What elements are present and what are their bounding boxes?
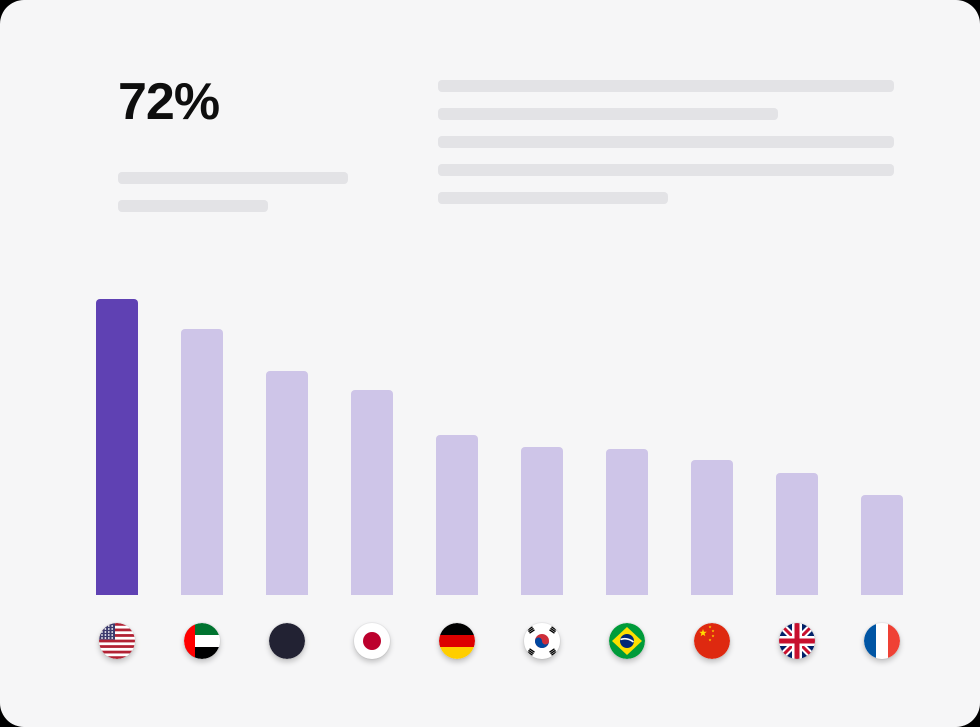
bar-de [436,435,478,595]
bar-ae [181,329,223,595]
country-bar-chart [96,299,910,659]
skeleton-line [438,80,894,92]
skeleton-line [118,200,268,212]
flag-fr-icon [861,623,903,659]
header-area: 72% [0,76,980,220]
bar-fr [861,495,903,595]
flag-kr-icon [521,623,563,659]
bar-cn [691,460,733,595]
flag-xx-icon [266,623,308,659]
skeleton-line [438,164,894,176]
flag-cn-icon [691,623,733,659]
flags-row [96,623,910,659]
bar-br [606,449,648,595]
flag-ae-icon [181,623,223,659]
stats-card: 72% [0,0,980,727]
bar-xx [266,371,308,595]
bar-kr [521,447,563,595]
bar-jp [351,390,393,595]
headline-column: 72% [118,76,386,212]
flag-br-icon [606,623,648,659]
skeleton-line [438,136,894,148]
bar-us [96,299,138,595]
headline-value: 72% [118,76,386,128]
flag-jp-icon [351,623,393,659]
skeleton-line [438,108,778,120]
skeleton-line [438,192,668,204]
description-skeleton [438,76,894,220]
flag-de-icon [436,623,478,659]
skeleton-line [118,172,348,184]
flag-gb-icon [776,623,818,659]
bar-gb [776,473,818,595]
bars-row [96,299,910,595]
flag-us-icon [96,623,138,659]
